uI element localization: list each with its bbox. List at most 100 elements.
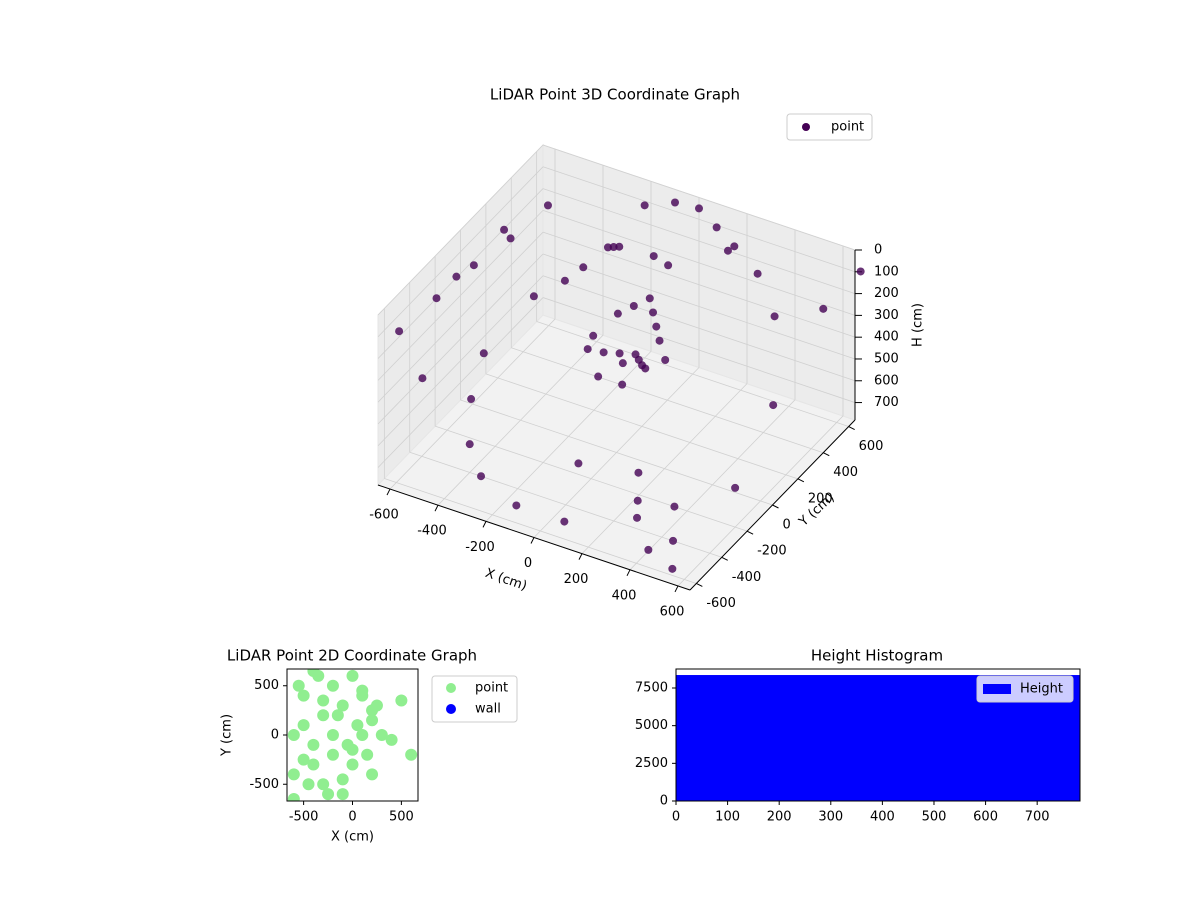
x-tick bbox=[674, 585, 679, 593]
point bbox=[640, 201, 649, 210]
grid-line bbox=[536, 321, 849, 427]
y-tick bbox=[746, 530, 754, 535]
point bbox=[589, 331, 598, 340]
point bbox=[670, 502, 679, 511]
point bbox=[695, 204, 703, 213]
point bbox=[669, 536, 678, 545]
points bbox=[287, 669, 418, 801]
point bbox=[297, 753, 310, 766]
legend-marker bbox=[446, 704, 456, 714]
y-tick bbox=[721, 556, 728, 561]
point bbox=[668, 564, 677, 573]
point bbox=[712, 223, 721, 232]
grid-line bbox=[542, 253, 856, 360]
grid-line bbox=[377, 253, 544, 425]
x-tick-label: 500 bbox=[389, 810, 414, 825]
z-tick-label: 100 bbox=[874, 264, 899, 279]
point bbox=[331, 709, 344, 722]
x-tick-label: 400 bbox=[870, 810, 895, 825]
point bbox=[594, 372, 603, 381]
point bbox=[753, 269, 762, 278]
point bbox=[336, 773, 349, 786]
point bbox=[560, 276, 569, 285]
point bbox=[432, 294, 441, 303]
x-tick-label: 300 bbox=[818, 810, 843, 825]
point bbox=[322, 788, 335, 801]
point bbox=[644, 545, 653, 554]
x-tick bbox=[530, 537, 535, 544]
x-tick bbox=[578, 553, 583, 560]
y-tick-label: 600 bbox=[859, 439, 884, 454]
point bbox=[366, 714, 379, 727]
x-axis bbox=[377, 484, 691, 591]
z-tick-label: 700 bbox=[874, 395, 899, 410]
x-tick-label: 500 bbox=[922, 810, 947, 825]
point bbox=[583, 345, 592, 354]
point bbox=[730, 242, 739, 251]
point bbox=[560, 517, 569, 526]
x-tick bbox=[386, 488, 391, 496]
point bbox=[819, 304, 828, 313]
point bbox=[465, 440, 474, 449]
point bbox=[769, 401, 778, 410]
point bbox=[652, 322, 661, 331]
x-tick bbox=[482, 521, 487, 528]
y-tick-label: -500 bbox=[249, 777, 279, 792]
point bbox=[655, 336, 664, 345]
z-tick-label: 0 bbox=[874, 243, 882, 258]
point bbox=[326, 679, 339, 692]
z-axis-label: H (cm) bbox=[911, 303, 926, 347]
x-tick-label: 200 bbox=[767, 810, 792, 825]
y-tick-label: -400 bbox=[732, 570, 762, 585]
legend-label: wall bbox=[475, 702, 501, 717]
grid-line bbox=[542, 188, 856, 294]
point bbox=[661, 356, 670, 364]
x-tick-label: 600 bbox=[973, 810, 998, 825]
x-axis-label: X (cm) bbox=[331, 830, 374, 845]
point bbox=[603, 243, 612, 252]
point bbox=[641, 364, 650, 373]
grid-line bbox=[511, 347, 824, 454]
x-tick-label: -400 bbox=[417, 524, 447, 539]
point bbox=[366, 704, 379, 717]
y-tick-label: 5000 bbox=[635, 718, 668, 733]
grid-line bbox=[542, 210, 856, 316]
point bbox=[418, 374, 427, 383]
chart-title: LiDAR Point 2D Coordinate Graph bbox=[227, 647, 477, 665]
y-tick bbox=[823, 452, 830, 457]
legend-label: point bbox=[475, 681, 508, 696]
point bbox=[307, 758, 320, 771]
point bbox=[506, 234, 515, 243]
point bbox=[613, 309, 622, 318]
y-tick-label: 0 bbox=[783, 518, 791, 533]
point bbox=[615, 242, 624, 251]
point bbox=[633, 513, 642, 522]
point bbox=[287, 793, 300, 801]
point bbox=[633, 496, 642, 505]
x-tick-label: 400 bbox=[612, 588, 637, 603]
z-tick-label: 400 bbox=[874, 330, 899, 345]
point bbox=[405, 748, 418, 761]
legend-label: point bbox=[831, 120, 864, 135]
point bbox=[395, 694, 408, 707]
y-tick-label: 0 bbox=[271, 728, 279, 743]
x-tick-label: 0 bbox=[672, 810, 680, 825]
point bbox=[326, 729, 339, 741]
y-axis-label: Y (cm) bbox=[220, 714, 235, 757]
legend-marker bbox=[802, 123, 810, 131]
point bbox=[287, 729, 300, 741]
point bbox=[452, 272, 461, 281]
chart-title: LiDAR Point 3D Coordinate Graph bbox=[490, 86, 740, 104]
legend-marker bbox=[446, 683, 456, 693]
point bbox=[543, 201, 552, 210]
x-tick-label: 0 bbox=[524, 556, 532, 571]
point bbox=[469, 261, 478, 270]
y-tick-label: 0 bbox=[660, 794, 668, 809]
point bbox=[307, 669, 320, 677]
y-tick-label: 7500 bbox=[635, 680, 668, 695]
grid-line bbox=[377, 231, 544, 403]
point bbox=[346, 669, 359, 682]
point bbox=[649, 252, 658, 261]
grid-line bbox=[377, 188, 544, 359]
z-tick-label: 200 bbox=[874, 286, 899, 301]
